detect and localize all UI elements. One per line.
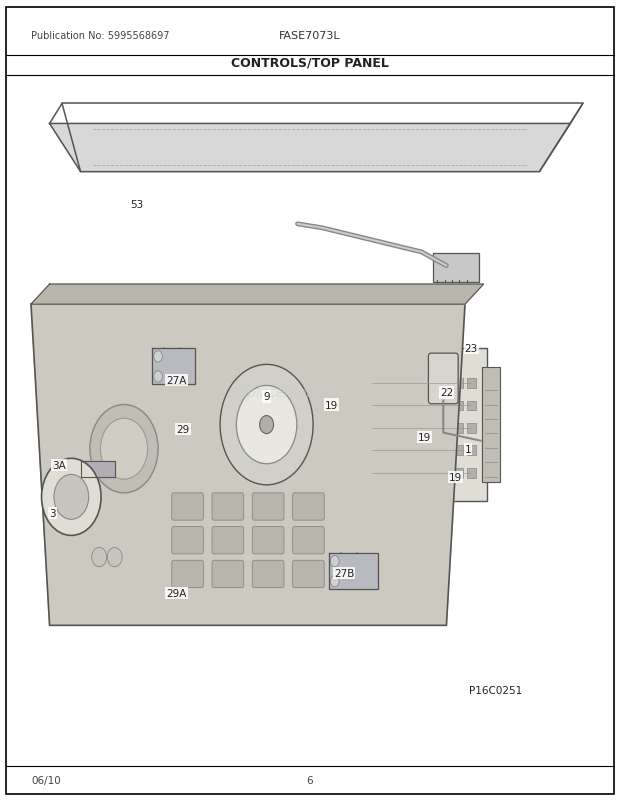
FancyBboxPatch shape: [427, 423, 435, 433]
FancyBboxPatch shape: [440, 401, 449, 411]
FancyBboxPatch shape: [413, 423, 422, 433]
FancyBboxPatch shape: [427, 401, 435, 411]
FancyBboxPatch shape: [454, 401, 463, 411]
FancyBboxPatch shape: [293, 493, 324, 520]
FancyBboxPatch shape: [372, 379, 381, 388]
FancyBboxPatch shape: [427, 446, 435, 456]
Circle shape: [220, 365, 313, 485]
Circle shape: [90, 405, 158, 493]
FancyBboxPatch shape: [454, 423, 463, 433]
FancyBboxPatch shape: [428, 354, 458, 404]
FancyBboxPatch shape: [386, 446, 394, 456]
FancyBboxPatch shape: [386, 379, 394, 388]
Text: 53: 53: [130, 200, 143, 209]
FancyBboxPatch shape: [356, 349, 487, 501]
FancyBboxPatch shape: [252, 493, 284, 520]
Text: 6: 6: [307, 775, 313, 784]
Polygon shape: [31, 305, 465, 626]
Text: 19: 19: [449, 472, 463, 482]
Text: 1: 1: [465, 444, 471, 454]
Text: Publication No: 5995568697: Publication No: 5995568697: [31, 31, 169, 41]
Circle shape: [42, 459, 101, 536]
Text: 29A: 29A: [167, 589, 187, 598]
Circle shape: [92, 548, 107, 567]
Text: P16C0251: P16C0251: [469, 685, 523, 695]
Circle shape: [260, 416, 273, 434]
Polygon shape: [50, 124, 570, 172]
FancyBboxPatch shape: [372, 446, 381, 456]
FancyBboxPatch shape: [172, 527, 203, 554]
FancyBboxPatch shape: [399, 401, 408, 411]
FancyBboxPatch shape: [440, 446, 449, 456]
Circle shape: [236, 386, 297, 464]
Polygon shape: [31, 285, 484, 305]
FancyBboxPatch shape: [386, 401, 394, 411]
FancyBboxPatch shape: [252, 527, 284, 554]
FancyBboxPatch shape: [467, 423, 476, 433]
FancyBboxPatch shape: [386, 423, 394, 433]
FancyBboxPatch shape: [467, 468, 476, 478]
FancyBboxPatch shape: [386, 468, 394, 478]
FancyBboxPatch shape: [212, 493, 244, 520]
FancyBboxPatch shape: [293, 561, 324, 588]
FancyBboxPatch shape: [454, 446, 463, 456]
Text: 27A: 27A: [167, 376, 187, 386]
Text: CONTROLS/TOP PANEL: CONTROLS/TOP PANEL: [231, 56, 389, 69]
Circle shape: [330, 556, 339, 567]
FancyBboxPatch shape: [399, 446, 408, 456]
FancyBboxPatch shape: [413, 401, 422, 411]
FancyBboxPatch shape: [212, 527, 244, 554]
Text: 22: 22: [440, 388, 453, 398]
Text: 27B: 27B: [334, 569, 354, 578]
FancyBboxPatch shape: [433, 253, 479, 282]
FancyBboxPatch shape: [172, 561, 203, 588]
FancyBboxPatch shape: [454, 379, 463, 388]
FancyBboxPatch shape: [427, 379, 435, 388]
FancyBboxPatch shape: [427, 468, 435, 478]
FancyBboxPatch shape: [212, 561, 244, 588]
FancyBboxPatch shape: [467, 446, 476, 456]
Circle shape: [107, 548, 122, 567]
Circle shape: [154, 371, 162, 383]
FancyBboxPatch shape: [413, 446, 422, 456]
Polygon shape: [329, 553, 378, 589]
Text: 19: 19: [418, 432, 432, 442]
Text: ReplacementParts.com: ReplacementParts.com: [229, 386, 391, 400]
Circle shape: [154, 351, 162, 363]
FancyBboxPatch shape: [399, 468, 408, 478]
FancyBboxPatch shape: [399, 423, 408, 433]
FancyBboxPatch shape: [372, 468, 381, 478]
Text: 06/10: 06/10: [31, 775, 61, 784]
FancyBboxPatch shape: [482, 367, 500, 483]
Circle shape: [100, 419, 148, 480]
FancyBboxPatch shape: [440, 379, 449, 388]
FancyBboxPatch shape: [372, 423, 381, 433]
FancyBboxPatch shape: [399, 379, 408, 388]
Text: FASE7073L: FASE7073L: [279, 31, 341, 41]
FancyBboxPatch shape: [413, 379, 422, 388]
Text: 3: 3: [50, 508, 56, 518]
Text: 29: 29: [176, 424, 190, 434]
FancyBboxPatch shape: [252, 561, 284, 588]
FancyBboxPatch shape: [172, 493, 203, 520]
Circle shape: [54, 475, 89, 520]
FancyBboxPatch shape: [440, 423, 449, 433]
FancyBboxPatch shape: [467, 401, 476, 411]
FancyBboxPatch shape: [440, 468, 449, 478]
Circle shape: [330, 576, 339, 587]
FancyBboxPatch shape: [467, 379, 476, 388]
Polygon shape: [81, 461, 115, 477]
Text: 19: 19: [325, 400, 339, 410]
FancyBboxPatch shape: [372, 401, 381, 411]
FancyBboxPatch shape: [454, 468, 463, 478]
Text: 9: 9: [264, 392, 270, 402]
FancyBboxPatch shape: [293, 527, 324, 554]
FancyBboxPatch shape: [413, 468, 422, 478]
Text: 23: 23: [464, 344, 478, 354]
Polygon shape: [152, 349, 195, 385]
Text: 3A: 3A: [52, 460, 66, 470]
